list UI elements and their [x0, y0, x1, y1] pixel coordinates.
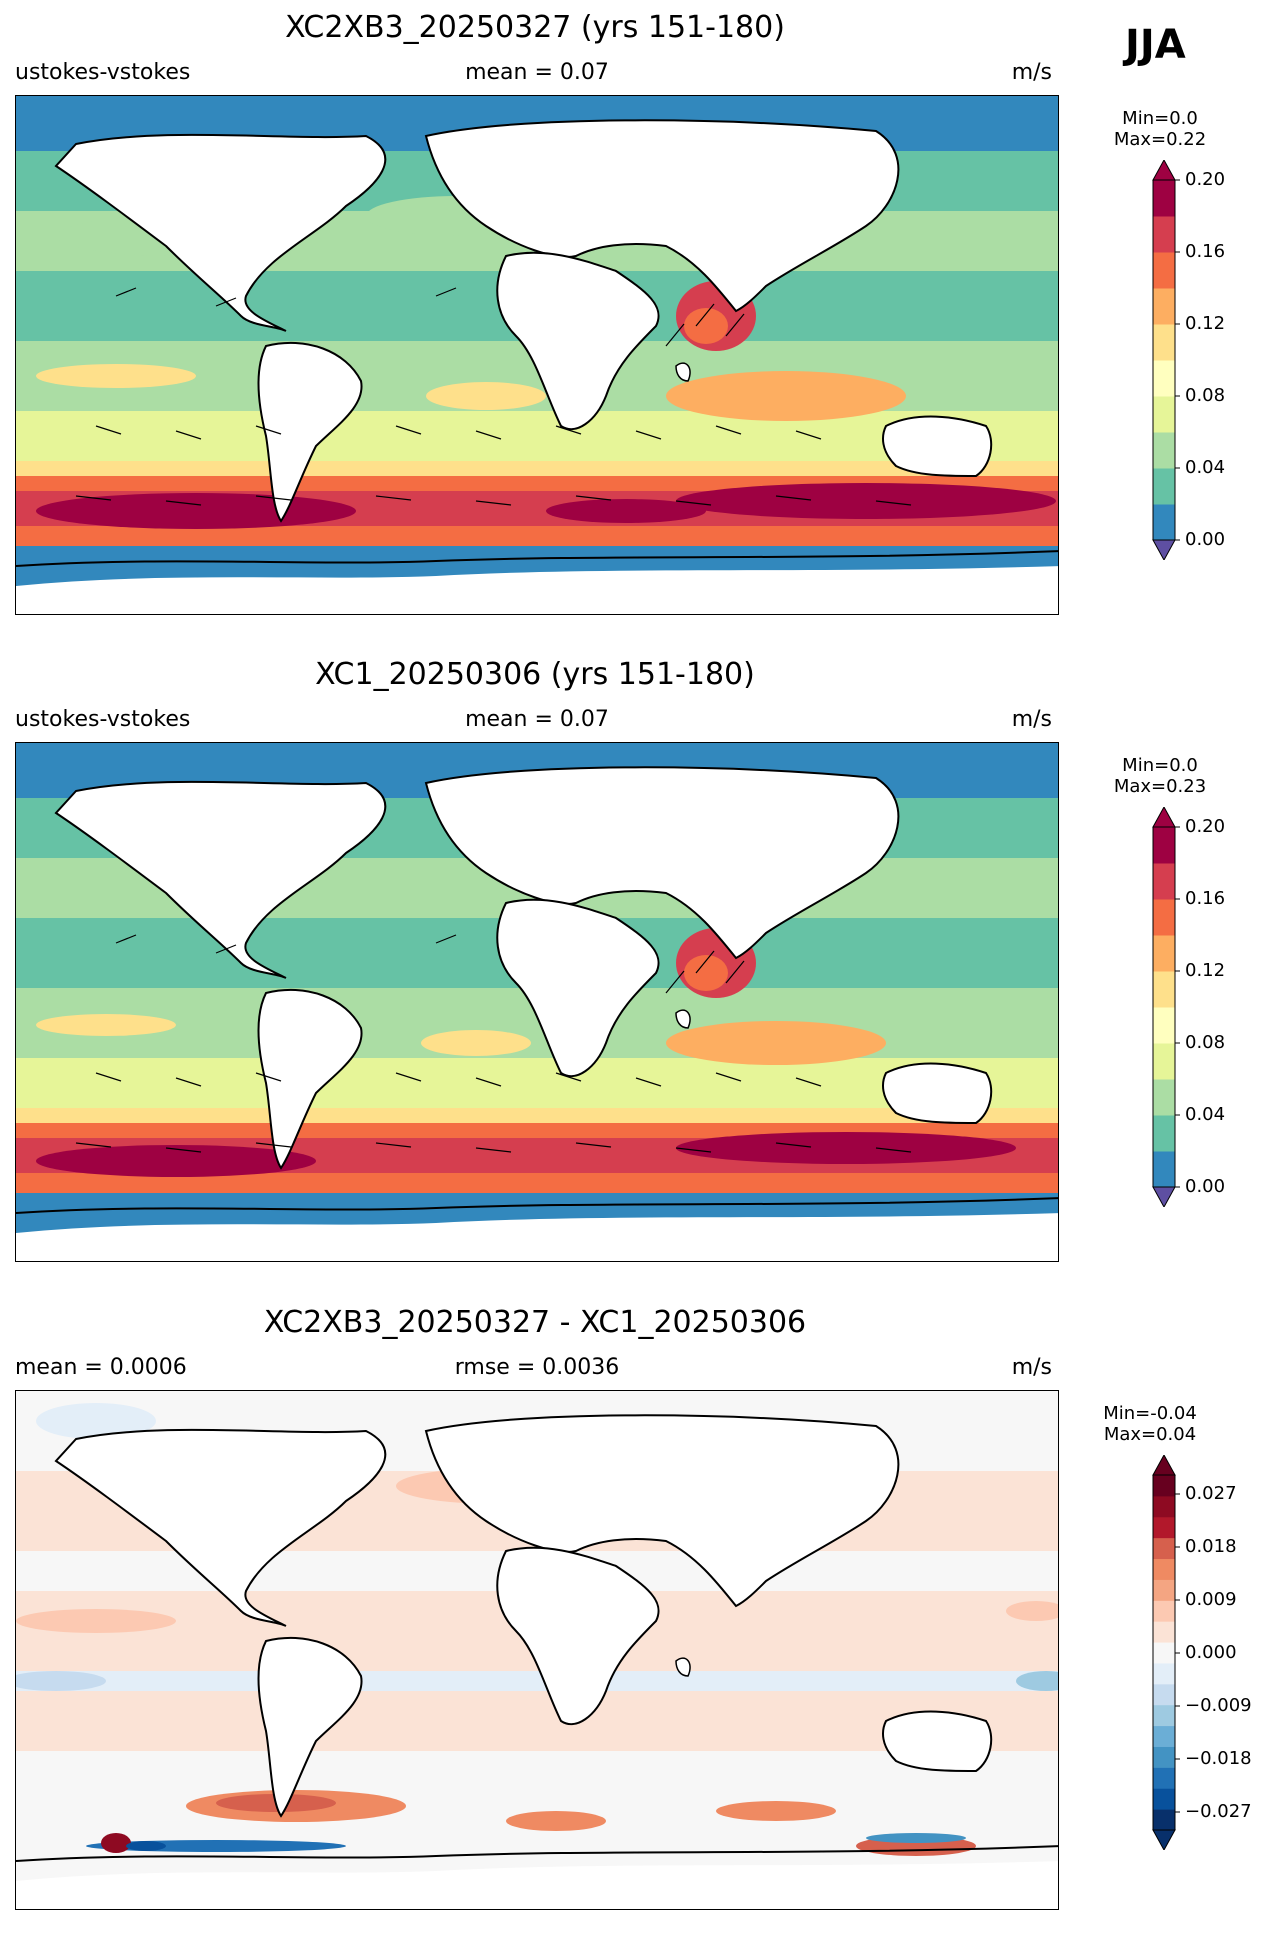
panel3-map	[15, 1390, 1059, 1910]
colorbar-segment	[1153, 1007, 1175, 1044]
colorbar-segment	[1153, 899, 1175, 936]
colorbar-segment	[1153, 1704, 1175, 1727]
colorbar-tick-label: 0.12	[1185, 960, 1226, 981]
colorbar-segment	[1153, 360, 1175, 397]
colorbar-segment	[1153, 1725, 1175, 1747]
panel2-max-label: Max=0.23	[1113, 776, 1207, 797]
colorbar-segment	[1153, 1642, 1175, 1664]
panel3-units-label: m/s	[1011, 1355, 1052, 1380]
colorbar-tick-label: 0.12	[1185, 313, 1226, 334]
panel2-variable-label: ustokes-vstokes	[15, 707, 191, 732]
panel1-max-label: Max=0.22	[1113, 129, 1207, 150]
colorbar-segment	[1153, 1809, 1175, 1831]
colorbar-tick-label: 0.000	[1185, 1642, 1237, 1663]
panel3-max-label: Max=0.04	[1103, 1424, 1197, 1445]
colorbar-segment	[1153, 1600, 1175, 1622]
colorbar-segment	[1153, 1151, 1175, 1188]
colorbar-tick-label: −0.027	[1185, 1801, 1252, 1822]
colorbar-tick-label: 0.08	[1185, 385, 1226, 406]
panel1-map	[15, 95, 1059, 615]
colorbar-under-triangle	[1152, 539, 1176, 562]
colorbar-tick-label: 0.009	[1185, 1589, 1237, 1610]
colorbar-tick-label: 0.00	[1185, 1176, 1226, 1197]
colorbar-segment	[1153, 180, 1175, 217]
colorbar-tick-label: 0.08	[1185, 1032, 1226, 1053]
colorbar-tick-label: 0.018	[1185, 1536, 1237, 1557]
colorbar-over-triangle	[1152, 805, 1176, 828]
colorbar-frame	[1152, 826, 1176, 1188]
colorbar-segment	[1153, 216, 1175, 253]
colorbar-segment	[1153, 1537, 1175, 1560]
colorbar-tick-label: 0.04	[1185, 457, 1226, 478]
colorbar-under-triangle	[1152, 1829, 1176, 1852]
panel1-units-label: m/s	[1011, 60, 1052, 85]
panel3-map-svg	[16, 1391, 1058, 1909]
colorbar-segment	[1153, 1621, 1175, 1643]
panel3-title: XC2XB3_20250327 - XC1_20250306	[263, 1305, 807, 1340]
panel3-rmse-label: rmse = 0.0036	[454, 1355, 620, 1380]
colorbar-segment	[1153, 1115, 1175, 1152]
colorbar-tick-label: 0.00	[1185, 529, 1226, 550]
colorbar-segment	[1153, 396, 1175, 433]
colorbar-segment	[1153, 1788, 1175, 1810]
colorbar-segment	[1153, 827, 1175, 864]
panel1-map-svg	[16, 96, 1058, 614]
colorbar-segment	[1153, 1579, 1175, 1601]
panel3-mean-label: mean = 0.0006	[15, 1355, 187, 1380]
colorbar-segment	[1153, 252, 1175, 289]
colorbar-tick-label: 0.16	[1185, 241, 1226, 262]
colorbar-segment	[1153, 1516, 1175, 1539]
panel1-mean-label: mean = 0.07	[465, 60, 609, 85]
colorbar-tick-label: 0.027	[1185, 1483, 1237, 1504]
colorbar-segment	[1153, 863, 1175, 900]
panel2-colorbar: 0.20 0.16 0.12 0.08 0.04 0.00	[1145, 805, 1284, 1209]
colorbar-segment	[1153, 288, 1175, 325]
colorbar-tick-label: 0.20	[1185, 816, 1226, 837]
panel1-colorbar-svg	[1152, 158, 1180, 562]
colorbar-segment	[1153, 468, 1175, 505]
colorbar-tick-label: −0.009	[1185, 1695, 1252, 1716]
panel2-units-label: m/s	[1011, 707, 1052, 732]
colorbar-segment	[1153, 971, 1175, 1008]
colorbar-segment	[1153, 432, 1175, 469]
panel2-colorbar-svg	[1152, 805, 1180, 1209]
colorbar-tick-label: 0.04	[1185, 1104, 1226, 1125]
colorbar-segment	[1153, 1683, 1175, 1706]
panel3-colorbar: 0.027 0.018 0.009 0.000 −0.009 −0.018 −0.027	[1145, 1453, 1284, 1852]
colorbar-segment	[1153, 504, 1175, 541]
colorbar-over-triangle	[1152, 158, 1176, 181]
panel1-colorbar: 0.20 0.16 0.12 0.08 0.04 0.00	[1145, 158, 1284, 562]
colorbar-frame	[1152, 179, 1176, 541]
panel2-mean-label: mean = 0.07	[465, 707, 609, 732]
colorbar-segment	[1153, 1662, 1175, 1685]
colorbar-segment	[1153, 1558, 1175, 1580]
panel3-colorbar-svg	[1152, 1453, 1180, 1852]
panel2-title: XC1_20250306 (yrs 151-180)	[315, 657, 755, 692]
colorbar-tick-label: 0.16	[1185, 888, 1226, 909]
colorbar-segment	[1153, 1475, 1175, 1497]
colorbar-segment	[1153, 1495, 1175, 1518]
colorbar-over-triangle	[1152, 1453, 1176, 1476]
colorbar-segment	[1153, 324, 1175, 361]
season-label: JJA	[1125, 22, 1186, 68]
colorbar-segment	[1153, 935, 1175, 972]
panel2-map-svg	[16, 743, 1058, 1261]
panel1-variable-label: ustokes-vstokes	[15, 60, 191, 85]
colorbar-under-triangle	[1152, 1186, 1176, 1209]
colorbar-segment	[1153, 1079, 1175, 1116]
panel3-min-label: Min=-0.04	[1103, 1403, 1197, 1424]
panel2-min-label: Min=0.0	[1122, 755, 1198, 776]
colorbar-segment	[1153, 1767, 1175, 1789]
panel1-title: XC2XB3_20250327 (yrs 151-180)	[285, 10, 785, 45]
colorbar-segment	[1153, 1043, 1175, 1080]
panel2-map	[15, 742, 1059, 1262]
colorbar-segment	[1153, 1746, 1175, 1768]
colorbar-tick-label: −0.018	[1185, 1748, 1252, 1769]
panel1-min-label: Min=0.0	[1122, 108, 1198, 129]
colorbar-tick-label: 0.20	[1185, 169, 1226, 190]
